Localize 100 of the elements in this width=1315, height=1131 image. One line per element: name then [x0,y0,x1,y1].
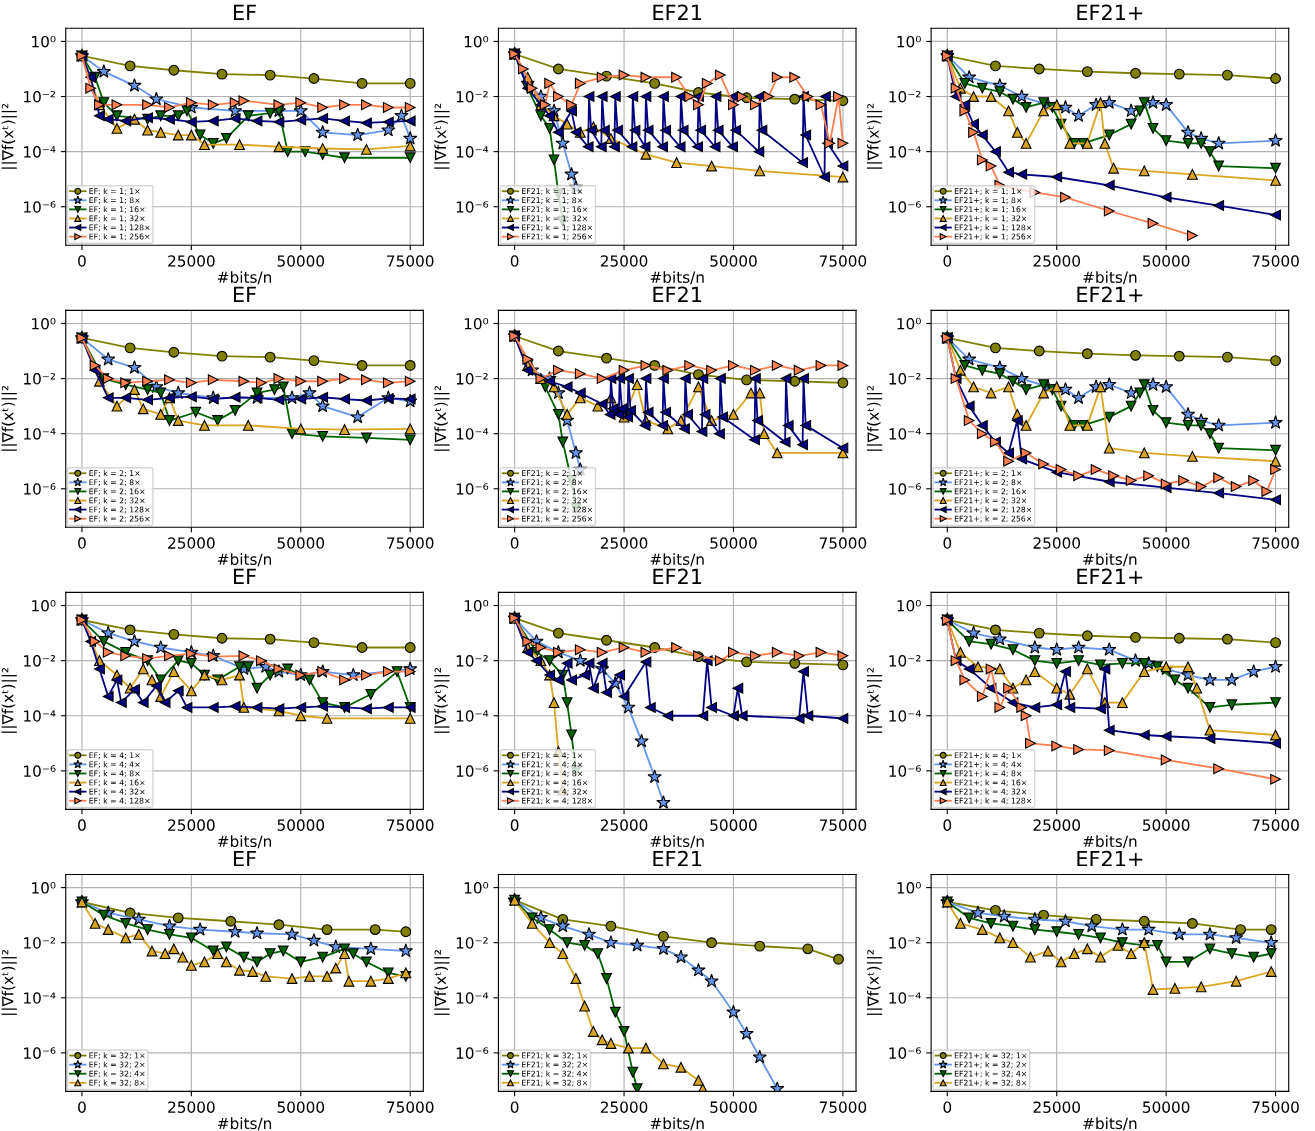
x-axis-title: #bits/n [1083,271,1137,285]
x-tick-label: 75000 [819,1101,867,1113]
y-tick-label: 10⁰ [464,600,489,612]
y-tick-label: 10⁻⁴ [456,146,489,158]
x-tick-label: 0 [78,1101,86,1113]
x-tick-label: 75000 [387,537,434,549]
y-tick-label: 10⁻² [24,90,56,103]
y-tick-label: 10⁻⁴ [456,992,489,1004]
y-tick-label: 10⁻² [889,373,921,385]
y-tick-label: 10⁰ [464,317,489,330]
x-tick-label: 25000 [168,537,215,549]
x-axis-title: #bits/n [1083,835,1137,849]
chart-title: EF [234,4,256,20]
y-tick-label: 10⁻⁶ [24,201,56,213]
chart-title: EF21+ [1077,568,1143,585]
x-tick-label: 0 [943,537,952,549]
y-tick-label: 10⁻² [456,655,488,667]
x-tick-label: 0 [510,819,519,831]
y-tick-label: 10⁻⁴ [889,428,921,440]
y-tick-label: 10⁻⁴ [889,710,921,722]
y-tick-label: 10⁻⁶ [889,483,921,495]
y-tick-label: 10⁻⁴ [456,710,489,722]
y-tick-label: 10⁰ [897,35,921,48]
y-tick-label: 10⁻⁴ [889,992,921,1004]
y-tick-label: 10⁰ [464,35,489,48]
y-tick-label: 10⁻² [24,937,56,949]
x-tick-label: 50000 [1143,1101,1190,1113]
x-axis-title: #bits/n [1083,1117,1137,1131]
y-axis-title: ||∇f(xᵗ)||² [866,385,883,451]
x-tick-label: 75000 [1252,1101,1299,1113]
y-tick-label: 10⁻⁶ [456,201,489,213]
x-tick-label: 0 [510,1101,519,1113]
x-tick-label: 75000 [387,819,434,831]
x-tick-label: 25000 [600,1101,648,1113]
x-tick-label: 0 [510,537,519,549]
x-axis-title: #bits/n [217,271,272,285]
x-tick-label: 25000 [600,255,648,267]
x-tick-label: 50000 [710,255,757,267]
y-axis-title: ||∇f(xᵗ)||² [1,950,17,1015]
x-axis-title: #bits/n [217,1117,272,1131]
chart-title: EF [234,568,256,585]
x-tick-label: 0 [78,819,86,831]
chart-title: EF21 [653,4,702,20]
x-tick-label: 50000 [1143,819,1190,831]
y-axis-title: ||∇f(xᵗ)||² [1,667,17,733]
y-axis-title: ||∇f(xᵗ)||² [866,950,883,1015]
y-tick-label: 10⁻⁶ [456,483,489,495]
x-tick-label: 25000 [168,255,215,267]
y-tick-label: 10⁻⁶ [24,483,56,495]
y-axis-title: ||∇f(xᵗ)||² [434,103,450,169]
x-axis-title: #bits/n [650,553,704,567]
x-tick-label: 75000 [1252,537,1299,549]
y-tick-label: 10⁻⁴ [24,428,56,440]
y-tick-label: 10⁻⁶ [889,765,921,777]
y-axis-title: ||∇f(xᵗ)||² [434,667,450,733]
chart-title: EF21+ [1077,850,1143,867]
x-tick-label: 75000 [1252,819,1299,831]
chart-title: EF21+ [1077,286,1143,302]
y-tick-label: 10⁻⁴ [889,146,921,158]
y-axis-title: ||∇f(xᵗ)||² [866,667,883,733]
y-tick-label: 10⁻² [889,937,921,949]
x-tick-label: 50000 [710,537,757,549]
chart-title: EF21+ [1077,4,1143,20]
x-tick-label: 0 [943,819,952,831]
chart-title: EF21 [653,286,702,302]
x-tick-label: 0 [943,1101,952,1113]
x-tick-label: 25000 [600,819,648,831]
x-tick-label: 75000 [387,255,434,267]
x-axis-title: #bits/n [217,835,272,849]
x-tick-label: 75000 [387,1101,434,1113]
x-tick-label: 0 [943,255,952,267]
y-tick-label: 10⁻⁶ [889,201,921,213]
y-tick-label: 10⁻² [24,655,56,667]
y-tick-label: 10⁰ [464,882,489,894]
x-axis-title: #bits/n [217,553,272,567]
x-axis-title: #bits/n [650,271,704,285]
x-tick-label: 25000 [1033,255,1081,267]
y-tick-label: 10⁻² [889,90,921,103]
y-tick-label: 10⁰ [897,600,921,612]
y-tick-label: 10⁻² [456,373,488,385]
chart-title: EF [234,850,256,867]
x-tick-label: 25000 [168,1101,215,1113]
y-tick-label: 10⁰ [32,882,56,894]
x-tick-label: 0 [78,255,86,267]
y-tick-label: 10⁻⁶ [24,765,56,777]
y-axis-title: ||∇f(xᵗ)||² [434,385,450,451]
y-tick-label: 10⁻² [24,373,56,385]
y-tick-label: 10⁻⁶ [24,1047,56,1059]
chart-title: EF21 [653,568,702,585]
y-tick-label: 10⁻⁶ [456,765,489,777]
y-tick-label: 10⁻⁶ [889,1047,921,1059]
chart-title: EF21 [653,850,702,867]
y-tick-label: 10⁻⁴ [24,992,56,1004]
x-tick-label: 75000 [1252,255,1299,267]
x-tick-label: 50000 [710,1101,757,1113]
chart-title: EF [234,286,256,302]
y-tick-label: 10⁻² [456,90,488,103]
x-tick-label: 75000 [819,819,867,831]
y-axis-title: ||∇f(xᵗ)||² [866,103,883,169]
y-tick-label: 10⁻⁴ [24,146,56,158]
